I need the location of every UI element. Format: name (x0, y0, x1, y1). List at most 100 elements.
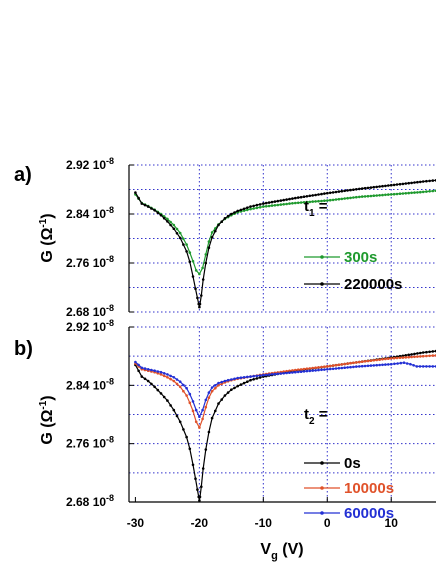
legend-swatch-marker (320, 282, 324, 286)
data-point (223, 217, 227, 220)
data-point (264, 201, 268, 205)
data-point (363, 195, 367, 198)
data-point (178, 420, 182, 424)
data-point (246, 380, 249, 384)
data-point (279, 203, 283, 206)
data-point (311, 366, 315, 370)
data-point (358, 360, 361, 364)
data-point (226, 214, 230, 218)
data-point (331, 364, 335, 367)
data-point (252, 204, 255, 208)
data-point (196, 488, 199, 491)
data-point (252, 207, 255, 210)
data-point (425, 365, 428, 368)
x-tick-label: 10 (385, 516, 399, 530)
data-point (162, 374, 166, 378)
series-300s (134, 189, 436, 276)
data-point (384, 363, 387, 366)
data-point (305, 367, 309, 371)
y-tick-mantissa: 2.68 (66, 495, 90, 509)
data-point (143, 377, 147, 381)
data-point (188, 251, 192, 254)
data-point (378, 363, 381, 367)
legend-title-main: t (304, 198, 309, 215)
data-point (425, 350, 428, 354)
data-point (270, 204, 274, 207)
data-point (282, 198, 286, 202)
data-point (188, 447, 192, 451)
data-point (156, 370, 160, 373)
data-point (182, 389, 185, 393)
data-point (296, 201, 300, 205)
data-point (363, 186, 367, 190)
data-point (296, 196, 300, 199)
data-point (137, 363, 140, 367)
data-point (169, 377, 172, 381)
y-tick-exponent: -8 (106, 156, 114, 166)
data-point (153, 209, 156, 212)
y-tick-label: 2.84 10-8 (66, 376, 114, 392)
data-point (349, 361, 352, 365)
series-220000s (134, 179, 436, 309)
data-point (395, 183, 399, 186)
data-point (384, 184, 387, 188)
data-point (156, 388, 160, 392)
data-point (210, 231, 214, 234)
data-point (270, 200, 274, 204)
data-point (178, 380, 182, 384)
legend-label: 220000s (344, 276, 402, 293)
legend-label: 300s (344, 249, 377, 266)
data-point (246, 206, 249, 209)
data-point (381, 193, 384, 197)
data-point (233, 211, 236, 214)
data-point (346, 196, 349, 200)
data-point (369, 364, 373, 367)
data-point (407, 181, 411, 185)
data-point (410, 191, 413, 195)
data-point (402, 361, 406, 365)
data-point (166, 399, 169, 402)
data-point (162, 217, 166, 220)
x-axis-title-unit: (V) (278, 541, 304, 558)
data-point (146, 368, 150, 371)
data-point (326, 365, 329, 368)
data-point (375, 363, 379, 367)
data-point (326, 199, 329, 202)
data-point (389, 362, 393, 366)
legend-title-sub: 2 (309, 416, 315, 427)
y-tick-mantissa: 2.68 (66, 305, 90, 319)
data-point (214, 384, 217, 387)
data-point (214, 409, 217, 413)
data-point (188, 260, 192, 264)
panel-label: b) (14, 338, 33, 360)
data-point (262, 202, 265, 205)
data-point (175, 378, 179, 381)
data-point (288, 202, 291, 205)
data-point (134, 191, 137, 194)
data-point (146, 379, 150, 383)
y-tick-base: 10 (89, 320, 106, 334)
data-point (255, 374, 259, 378)
y-tick-base: 10 (89, 256, 106, 270)
data-point (314, 369, 317, 372)
data-point (372, 194, 376, 197)
data-point (340, 363, 344, 366)
data-point (305, 200, 309, 204)
y-axis-title-exp: -1 (38, 218, 49, 227)
data-point (288, 369, 291, 373)
data-point (264, 205, 268, 208)
data-point (334, 363, 338, 367)
data-point (349, 188, 352, 192)
data-point (291, 371, 294, 374)
data-point (396, 362, 399, 365)
data-point (140, 202, 144, 205)
data-point (346, 189, 349, 192)
data-point (140, 375, 144, 378)
data-point (389, 183, 393, 187)
data-point (428, 190, 431, 193)
data-point (258, 374, 262, 377)
data-point (214, 229, 217, 233)
data-point (226, 378, 230, 382)
data-point (169, 223, 172, 227)
data-point (214, 386, 217, 390)
